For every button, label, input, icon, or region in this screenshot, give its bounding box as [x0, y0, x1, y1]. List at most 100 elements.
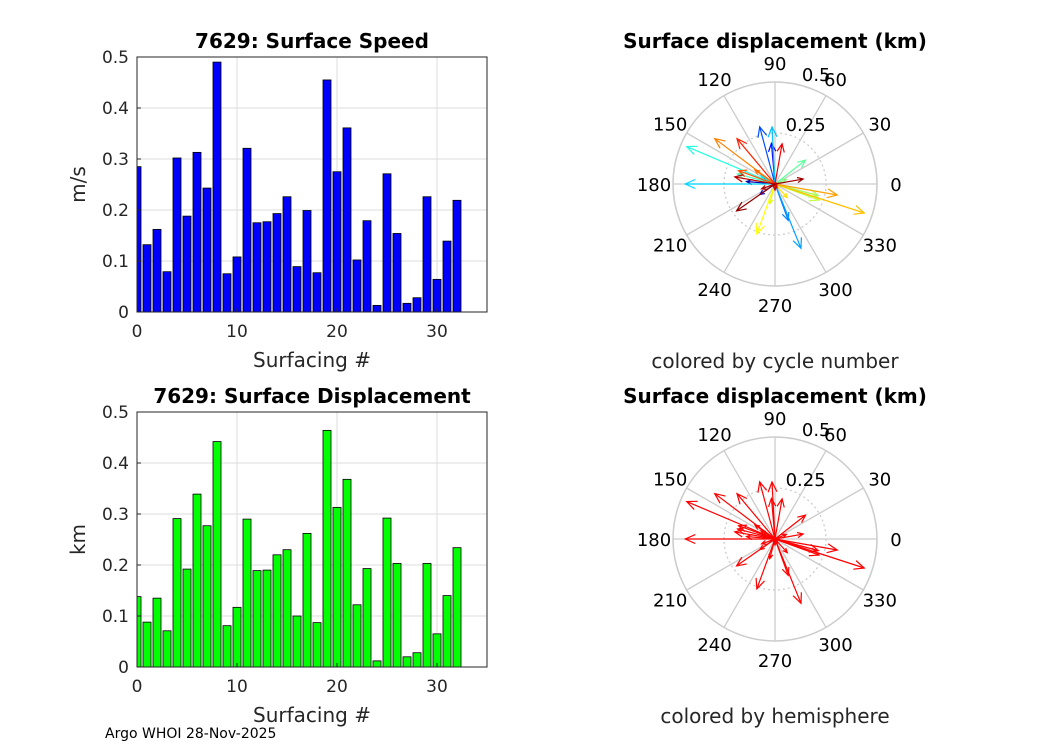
bar: [222, 625, 232, 668]
vector-arrow: [736, 138, 776, 185]
angle-tick-label: 180: [637, 530, 671, 551]
vector-arrowhead: [733, 529, 744, 538]
vector-arrowhead: [853, 205, 866, 215]
x-tick-label: 30: [426, 677, 448, 697]
vector-arrowhead: [796, 176, 805, 184]
vector-arrowhead: [792, 237, 802, 250]
angle-tick-label: 150: [653, 115, 687, 136]
vector-arrowhead: [767, 141, 777, 153]
bar: [172, 157, 182, 313]
vector-arrowhead: [782, 547, 789, 554]
vector-arrow: [774, 178, 804, 185]
bar: [162, 630, 172, 668]
vector-arrowhead: [736, 492, 748, 505]
bar: [322, 79, 332, 313]
y-tick-label: 0.3: [102, 150, 129, 170]
y-tick-label: 0.3: [102, 505, 129, 525]
x-tick-label: 0: [132, 677, 143, 697]
vector-arrow: [759, 481, 776, 540]
bar: [202, 525, 212, 668]
angle-tick-label: 150: [653, 470, 687, 491]
vector-arrowhead: [782, 192, 789, 199]
bar: [442, 240, 452, 313]
vector-arrow: [774, 538, 865, 569]
bar: [342, 127, 352, 313]
vector-arrowhead: [753, 524, 761, 530]
polar-title: Surface displacement (km): [623, 29, 927, 53]
chart-title: 7629: Surface Speed: [195, 29, 429, 53]
axes-box: [136, 56, 488, 313]
bar: [162, 271, 172, 313]
vector-arrowhead: [853, 560, 866, 570]
vector-arrow: [734, 176, 776, 185]
vector-arrowhead: [760, 184, 767, 190]
vector-arrow: [738, 525, 776, 540]
angle-tick-label: 90: [764, 54, 787, 75]
vector-arrow: [686, 500, 776, 540]
y-tick-label: 0.4: [102, 454, 129, 474]
bar: [432, 633, 442, 668]
vector-arrow: [759, 126, 776, 185]
bar: [282, 196, 292, 313]
vector-arrow: [736, 538, 776, 567]
bar: [212, 441, 222, 668]
vector-arrow: [774, 538, 838, 551]
y-axis-label: m/s: [66, 166, 90, 203]
vector-arrowhead: [808, 547, 821, 557]
polar-subtitle: colored by hemisphere: [660, 704, 889, 728]
polar-spoke: [723, 538, 776, 628]
vector-arrowhead: [713, 492, 726, 504]
vector-arrow: [774, 183, 802, 249]
vector-arrowhead: [736, 527, 747, 535]
vector-arrowhead: [826, 188, 839, 199]
bar: [332, 506, 342, 668]
angle-tick-label: 60: [824, 70, 847, 91]
angle-tick-label: 60: [824, 425, 847, 446]
angle-tick-label: 300: [818, 635, 852, 656]
chart-title: 7629: Surface Displacement: [153, 384, 471, 408]
bar: [452, 199, 462, 313]
y-tick-label: 0.5: [102, 403, 129, 423]
angle-tick-label: 0: [890, 175, 901, 196]
bar: [182, 568, 192, 668]
vector-arrowhead: [755, 222, 765, 236]
vector-arrow: [761, 538, 776, 545]
angle-tick-label: 330: [863, 591, 897, 612]
bar: [142, 621, 152, 668]
vector-arrow: [774, 533, 804, 540]
vector-arrowhead: [796, 531, 805, 539]
bar: [302, 532, 312, 668]
vector-arrow: [736, 493, 776, 540]
bar: [382, 517, 392, 668]
angle-tick-label: 300: [818, 280, 852, 301]
polar-spoke: [774, 538, 864, 591]
angle-tick-label: 210: [653, 236, 687, 257]
radial-tick-label: 0.5: [802, 420, 831, 441]
bar: [192, 493, 202, 668]
x-tick-label: 0: [132, 322, 143, 342]
x-axis-label: Surfacing #: [253, 703, 371, 727]
bar: [422, 196, 432, 313]
bar: [442, 595, 452, 668]
bar: [272, 213, 282, 313]
vector-arrowhead: [685, 500, 698, 510]
vector-arrowhead: [797, 159, 807, 168]
angle-tick-label: 120: [697, 425, 731, 446]
vector-arrow: [686, 145, 776, 185]
vector-arrowhead: [808, 188, 820, 198]
vector-arrowhead: [755, 577, 765, 591]
polar-spoke: [686, 538, 776, 591]
vector-arrowhead: [683, 533, 696, 545]
credit-label: Argo WHOI 28-Nov-2025: [105, 726, 277, 742]
x-tick-label: 10: [226, 322, 248, 342]
x-axis-label: Surfacing #: [253, 348, 371, 372]
vector-arrowhead: [685, 145, 698, 155]
bar: [292, 615, 302, 668]
bar: [136, 166, 142, 313]
bar: [342, 478, 352, 668]
x-tick-label: 20: [326, 322, 348, 342]
vector-arrowhead: [757, 125, 768, 138]
x-tick-label: 30: [426, 322, 448, 342]
vector-arrow: [774, 183, 865, 214]
